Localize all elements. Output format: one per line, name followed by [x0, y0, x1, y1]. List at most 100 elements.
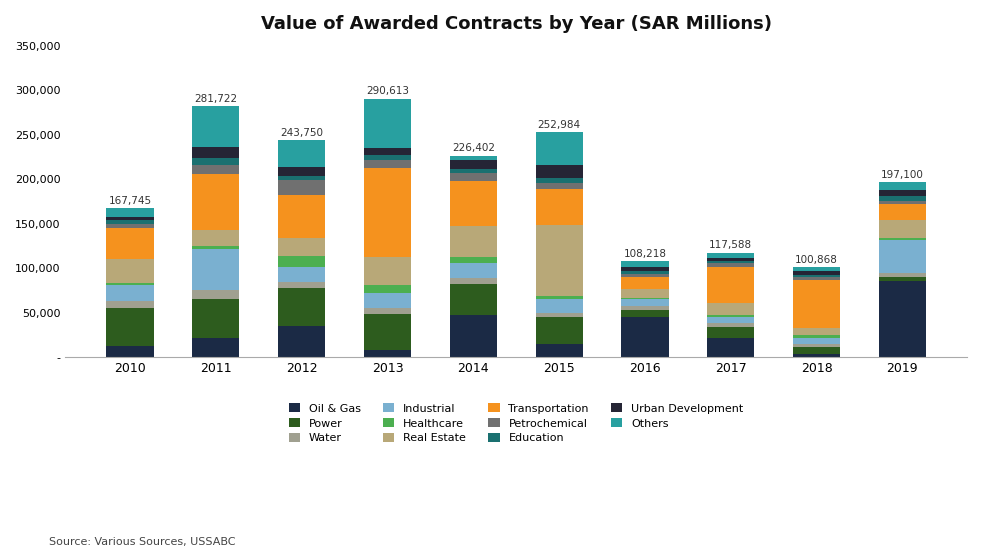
Bar: [535, 178, 582, 183]
Bar: [192, 107, 240, 147]
Bar: [364, 155, 411, 160]
Bar: [879, 204, 926, 221]
Bar: [106, 217, 153, 220]
Bar: [793, 277, 841, 279]
Bar: [535, 299, 582, 312]
Legend: Oil & Gas, Power, Water, Industrial, Healthcare, Real Estate, Transportation, Pe: Oil & Gas, Power, Water, Industrial, Hea…: [289, 403, 743, 443]
Bar: [450, 181, 497, 226]
Bar: [106, 346, 153, 357]
Bar: [879, 201, 926, 204]
Bar: [622, 277, 669, 289]
Bar: [535, 224, 582, 296]
Bar: [278, 175, 325, 180]
Text: 167,745: 167,745: [108, 196, 151, 206]
Bar: [535, 183, 582, 189]
Bar: [707, 258, 754, 261]
Bar: [879, 238, 926, 240]
Bar: [622, 273, 669, 277]
Bar: [793, 354, 841, 357]
Bar: [535, 312, 582, 317]
Bar: [278, 267, 325, 282]
Bar: [278, 167, 325, 175]
Bar: [450, 161, 497, 168]
Bar: [364, 98, 411, 148]
Bar: [106, 224, 153, 228]
Bar: [364, 257, 411, 285]
Bar: [622, 306, 669, 310]
Bar: [106, 285, 153, 301]
Bar: [364, 285, 411, 293]
Text: 281,722: 281,722: [194, 94, 238, 104]
Bar: [450, 278, 497, 284]
Bar: [106, 283, 153, 285]
Bar: [793, 335, 841, 338]
Bar: [450, 226, 497, 257]
Bar: [622, 310, 669, 317]
Bar: [450, 168, 497, 173]
Bar: [192, 147, 240, 158]
Bar: [278, 282, 325, 288]
Bar: [106, 228, 153, 259]
Bar: [879, 182, 926, 190]
Bar: [192, 338, 240, 357]
Bar: [278, 238, 325, 256]
Bar: [192, 290, 240, 299]
Bar: [450, 263, 497, 278]
Bar: [364, 315, 411, 350]
Bar: [278, 180, 325, 195]
Bar: [707, 323, 754, 327]
Bar: [364, 350, 411, 357]
Bar: [707, 317, 754, 323]
Bar: [622, 298, 669, 299]
Bar: [106, 220, 153, 224]
Bar: [793, 338, 841, 344]
Bar: [278, 140, 325, 167]
Bar: [793, 279, 841, 328]
Bar: [364, 148, 411, 155]
Bar: [450, 173, 497, 181]
Bar: [192, 230, 240, 246]
Bar: [450, 156, 497, 161]
Bar: [707, 267, 754, 303]
Bar: [879, 190, 926, 196]
Bar: [192, 249, 240, 290]
Bar: [879, 281, 926, 357]
Text: 226,402: 226,402: [452, 144, 495, 153]
Bar: [793, 271, 841, 275]
Bar: [106, 259, 153, 283]
Bar: [879, 240, 926, 273]
Bar: [535, 132, 582, 165]
Bar: [793, 275, 841, 277]
Bar: [450, 257, 497, 263]
Bar: [192, 158, 240, 165]
Bar: [707, 327, 754, 338]
Bar: [535, 189, 582, 224]
Bar: [106, 308, 153, 346]
Bar: [450, 315, 497, 357]
Text: 243,750: 243,750: [280, 128, 323, 138]
Bar: [879, 277, 926, 281]
Bar: [192, 174, 240, 230]
Bar: [707, 261, 754, 263]
Bar: [622, 317, 669, 357]
Bar: [622, 289, 669, 298]
Bar: [793, 344, 841, 346]
Bar: [192, 299, 240, 338]
Bar: [707, 252, 754, 258]
Bar: [707, 303, 754, 315]
Bar: [793, 328, 841, 335]
Text: 100,868: 100,868: [795, 255, 838, 265]
Text: 117,588: 117,588: [709, 240, 752, 250]
Bar: [278, 326, 325, 357]
Bar: [793, 267, 841, 271]
Bar: [192, 165, 240, 174]
Text: 290,613: 290,613: [366, 86, 409, 96]
Bar: [106, 301, 153, 308]
Bar: [707, 315, 754, 317]
Bar: [879, 196, 926, 201]
Bar: [622, 299, 669, 306]
Text: Source: Various Sources, USSABC: Source: Various Sources, USSABC: [49, 537, 236, 547]
Text: 197,100: 197,100: [881, 169, 924, 179]
Bar: [707, 338, 754, 357]
Bar: [450, 284, 497, 315]
